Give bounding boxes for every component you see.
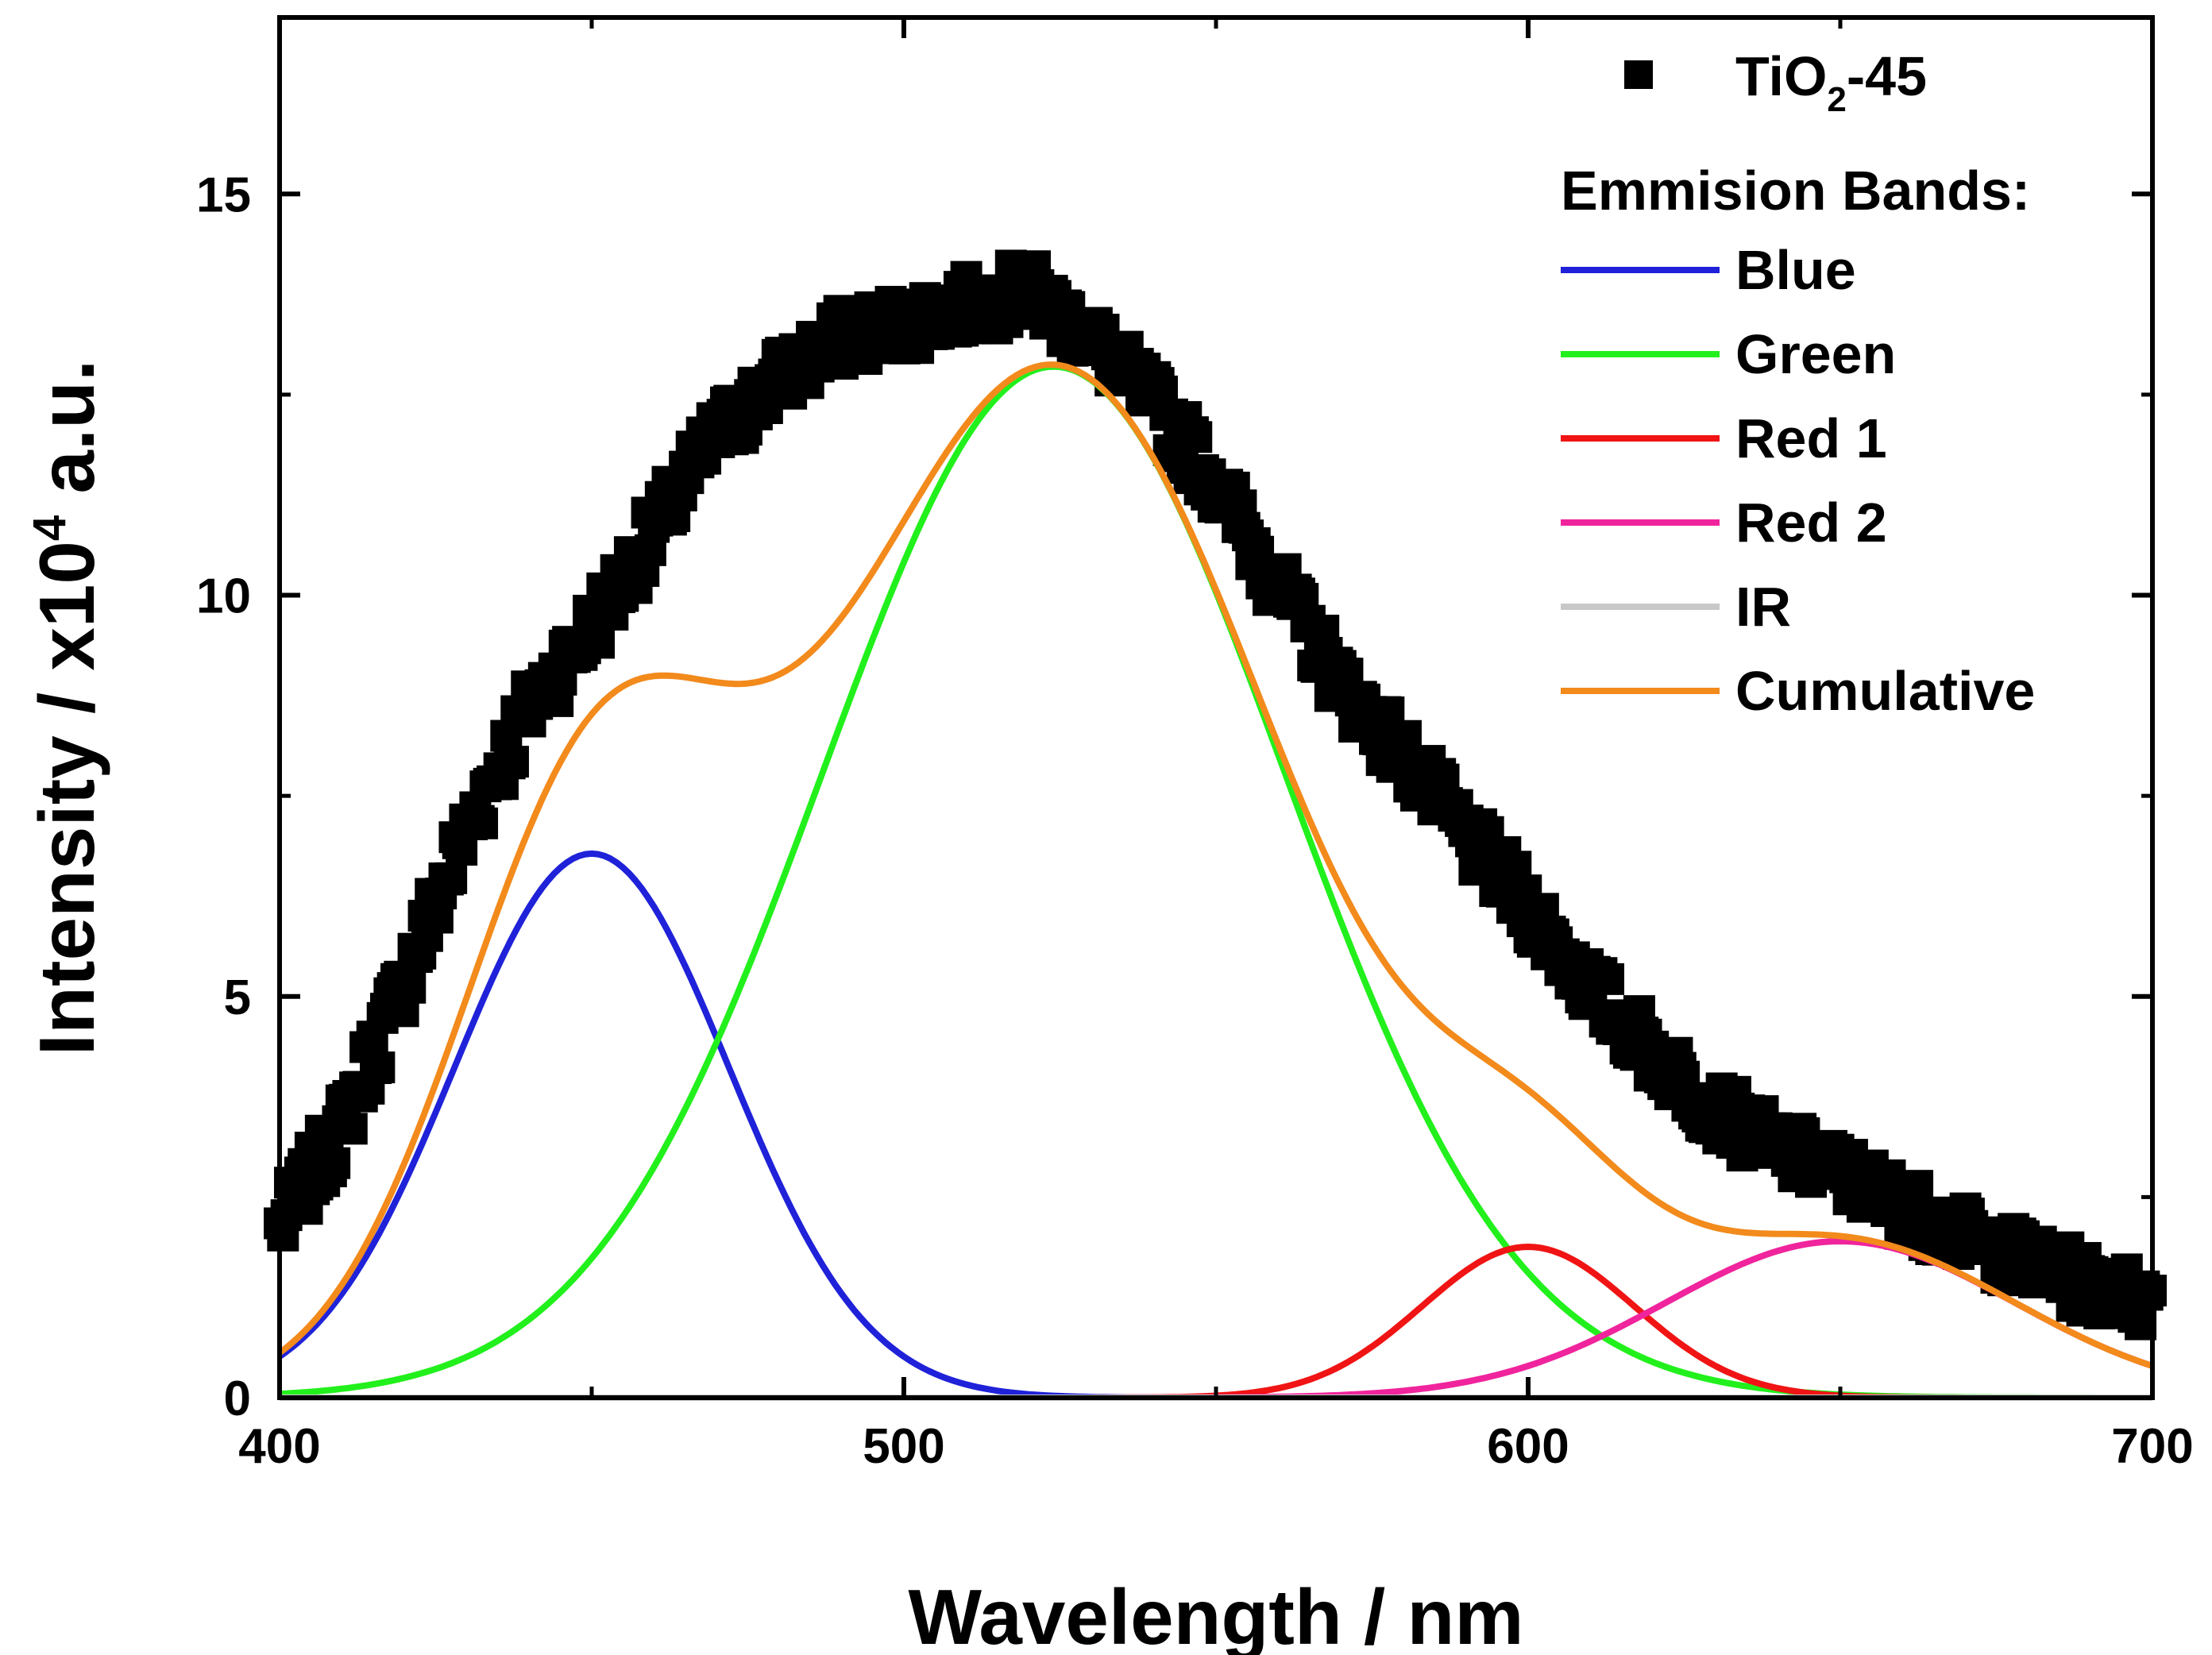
legend-entry-label: Cumulative [1735,660,2035,722]
tick-labels-layer: 400 500 600 700 0 5 10 15 [196,168,2194,1474]
legend-label-data-part: TiO [1735,45,1827,107]
data-point [335,1113,368,1145]
data-point [318,1147,351,1179]
data-point [435,862,468,894]
legend-entry-label: IR [1735,576,1791,638]
axis-ticks-layer [277,17,2155,1400]
legend: TiO2-45 Emmision Bands: Blue Green Red 1 Re… [1561,45,2035,722]
y-tick-label: 15 [196,168,251,222]
legend-entry-label: Green [1735,323,1896,385]
legend-label-data-subscript: 2 [1827,80,1846,119]
data-point [1592,963,1625,995]
x-axis-title: Wavelength / nm [908,1573,1523,1655]
data-point [1242,535,1275,568]
x-tick-label: 600 [1487,1419,1569,1474]
y-axis-title-part: Intensity / x10 [23,541,110,1055]
data-point [1901,1170,1934,1202]
y-axis-title-unit: a.u. [23,360,110,515]
legend-header: Emmision Bands: [1561,160,2030,222]
y-axis-title-exponent: 4 [24,515,75,541]
y-tick-label: 5 [224,970,251,1025]
data-point [394,971,427,1004]
legend-marker-square [1624,60,1653,89]
legend-entry-label: Red 2 [1735,492,1887,554]
data-point [583,627,616,659]
series-line-cumulative [277,361,2154,1369]
legend-label-data: TiO2-45 [1735,45,1927,119]
legend-entries: Blue Green Red 1 Red 2 IR Cumulative [1561,239,2035,722]
measured-points-layer [264,249,2168,1341]
legend-entry-label: Red 1 [1735,407,1887,469]
data-point [496,746,529,778]
x-tick-label: 400 [238,1419,320,1474]
legend-label-data-suffix: -45 [1847,45,1927,107]
y-tick-label: 0 [224,1371,251,1426]
data-point [363,1051,396,1084]
x-tick-label: 700 [2111,1419,2193,1474]
data-point [1180,421,1213,453]
data-point [466,807,499,839]
legend-entry-label: Blue [1735,239,1856,301]
y-tick-label: 10 [196,569,251,624]
y-axis-title: Intensity / x104 a.u. [23,360,110,1055]
x-tick-label: 500 [863,1419,944,1474]
